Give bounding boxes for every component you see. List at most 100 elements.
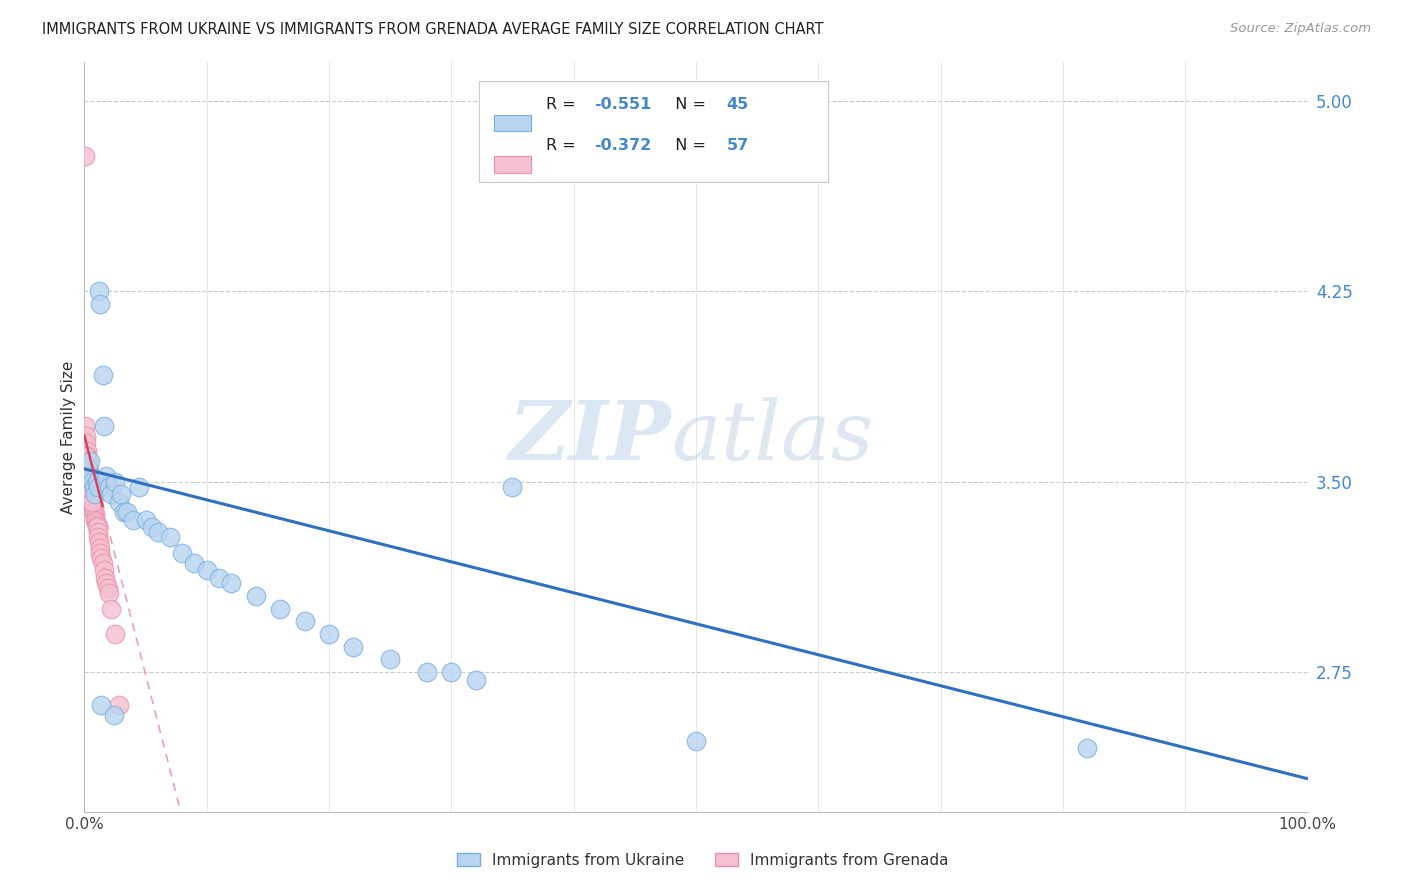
Point (83, 505, 105, 519)
Point (104, 475, 127, 489)
Point (91, 556, 114, 570)
Point (219, 576, 242, 591)
Legend: Immigrants from Ukraine, Immigrants from Grenada: Immigrants from Ukraine, Immigrants from… (450, 845, 956, 875)
Point (79, 475, 101, 489)
Point (82, 495, 104, 509)
Point (75, 436, 97, 450)
Point (122, 513, 145, 527)
Point (269, 601, 291, 615)
Point (76, 462, 98, 476)
FancyBboxPatch shape (479, 81, 828, 182)
Point (80, 487, 103, 501)
Point (83, 510, 105, 524)
Text: Source: ZipAtlas.com: Source: ZipAtlas.com (1230, 22, 1371, 36)
Point (172, 546, 194, 560)
FancyBboxPatch shape (494, 156, 531, 172)
Point (89, 541, 111, 555)
Point (294, 614, 316, 628)
Point (84, 515, 107, 529)
Point (91, 368, 114, 382)
Point (104, 627, 127, 641)
Point (96, 469, 118, 483)
Point (77, 462, 100, 476)
Point (1076, 741, 1098, 756)
Point (97, 581, 120, 595)
Point (208, 571, 231, 585)
Point (77, 462, 100, 476)
Point (685, 733, 707, 747)
Point (77, 469, 100, 483)
Text: N =: N = (665, 138, 711, 153)
Point (77, 469, 100, 483)
Point (77, 480, 100, 494)
Point (82, 490, 104, 504)
Text: N =: N = (665, 97, 711, 112)
Point (75, 429, 97, 443)
Point (86, 475, 108, 489)
Point (97, 586, 120, 600)
Point (73, 149, 96, 163)
Point (77, 464, 100, 478)
Point (82, 495, 104, 509)
Text: R =: R = (546, 97, 581, 112)
Point (183, 556, 205, 570)
Y-axis label: Average Family Size: Average Family Size (60, 360, 76, 514)
Point (440, 665, 463, 679)
Point (342, 640, 364, 654)
Point (90, 550, 112, 565)
Point (93, 418, 115, 433)
Point (89, 297, 111, 311)
Point (245, 589, 267, 603)
Point (97, 480, 120, 494)
Point (75, 418, 97, 433)
Text: 45: 45 (727, 97, 749, 112)
Point (76, 454, 98, 468)
Point (77, 475, 100, 489)
Point (146, 525, 169, 540)
Point (79, 487, 101, 501)
Point (87, 284, 110, 298)
Text: IMMIGRANTS FROM UKRAINE VS IMMIGRANTS FROM GRENADA AVERAGE FAMILY SIZE CORRELATI: IMMIGRANTS FROM UKRAINE VS IMMIGRANTS FR… (42, 22, 824, 37)
Point (90, 698, 112, 712)
Point (416, 665, 439, 679)
Point (87, 535, 110, 549)
Point (135, 513, 157, 527)
Point (318, 627, 340, 641)
Point (100, 487, 122, 501)
Point (80, 490, 103, 504)
Point (96, 576, 118, 591)
Point (87, 530, 110, 544)
Point (75, 449, 97, 463)
Point (77, 469, 100, 483)
Point (464, 673, 486, 687)
Point (93, 563, 115, 577)
Point (76, 444, 98, 458)
Point (112, 505, 135, 519)
Point (115, 505, 138, 519)
Point (89, 546, 111, 560)
Point (502, 480, 524, 494)
Point (79, 454, 101, 468)
Point (159, 530, 181, 544)
Text: 57: 57 (727, 138, 749, 153)
Point (107, 495, 129, 509)
Text: -0.551: -0.551 (595, 97, 652, 112)
Point (76, 449, 98, 463)
Point (80, 480, 103, 494)
Point (86, 517, 108, 532)
Point (100, 601, 122, 615)
Point (380, 652, 402, 666)
Point (77, 462, 100, 476)
Point (79, 475, 101, 489)
Point (82, 500, 104, 514)
Point (84, 487, 107, 501)
Point (80, 475, 103, 489)
Point (107, 698, 129, 712)
Text: atlas: atlas (672, 397, 875, 477)
Point (80, 484, 103, 499)
Point (76, 454, 98, 468)
Point (80, 495, 103, 509)
Point (75, 449, 97, 463)
Point (79, 480, 101, 494)
FancyBboxPatch shape (494, 114, 531, 131)
